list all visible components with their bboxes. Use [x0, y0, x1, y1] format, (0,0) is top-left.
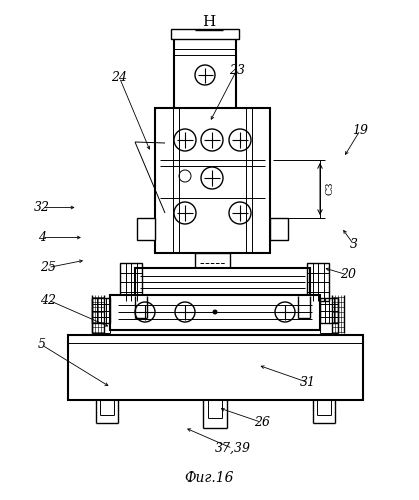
- Circle shape: [179, 170, 191, 182]
- Text: 23: 23: [229, 64, 245, 76]
- Bar: [120, 263, 142, 301]
- Text: 26: 26: [254, 416, 270, 429]
- Text: Фиг.16: Фиг.16: [184, 471, 234, 485]
- Bar: [155, 108, 270, 253]
- Text: C3: C3: [325, 181, 334, 195]
- Bar: [320, 298, 338, 323]
- Text: 24: 24: [111, 71, 127, 84]
- Text: 20: 20: [340, 268, 356, 281]
- Circle shape: [213, 310, 217, 314]
- Text: 25: 25: [40, 261, 56, 274]
- Bar: [135, 268, 310, 296]
- Bar: [68, 335, 363, 400]
- Text: 32: 32: [34, 201, 50, 214]
- Bar: [174, 37, 236, 110]
- Circle shape: [174, 129, 196, 151]
- Bar: [110, 295, 320, 330]
- Circle shape: [174, 202, 196, 224]
- Bar: [307, 263, 329, 301]
- Circle shape: [175, 302, 195, 322]
- Text: 5: 5: [38, 338, 46, 351]
- Text: 19: 19: [352, 124, 368, 136]
- Text: 4: 4: [38, 231, 46, 244]
- Bar: [171, 29, 239, 39]
- Circle shape: [201, 167, 223, 189]
- Circle shape: [135, 302, 155, 322]
- Circle shape: [229, 129, 251, 151]
- Circle shape: [195, 65, 215, 85]
- Text: Н: Н: [202, 15, 216, 29]
- Circle shape: [201, 129, 223, 151]
- Bar: [92, 298, 110, 323]
- Bar: [195, 253, 230, 271]
- Text: 3: 3: [350, 238, 358, 252]
- Circle shape: [275, 302, 295, 322]
- Text: 42: 42: [40, 294, 56, 306]
- Bar: [270, 218, 288, 240]
- Circle shape: [229, 202, 251, 224]
- Bar: [137, 218, 155, 240]
- Text: 37,39: 37,39: [215, 442, 251, 455]
- Text: 31: 31: [300, 376, 316, 389]
